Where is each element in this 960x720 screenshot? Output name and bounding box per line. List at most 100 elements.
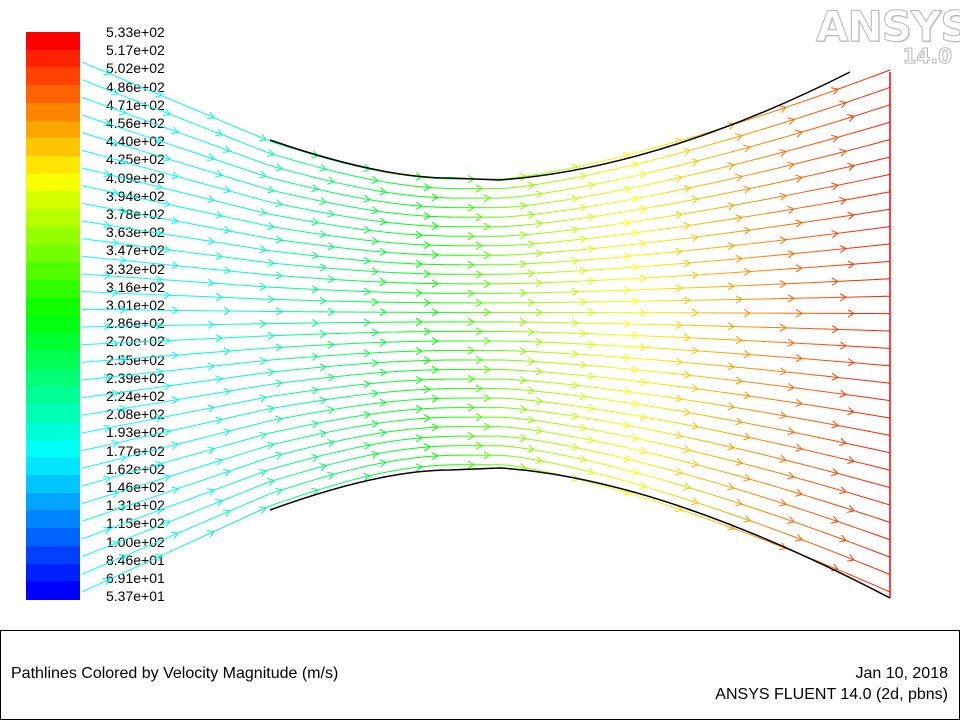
pathline-segment — [657, 383, 665, 386]
pathline-segment — [597, 451, 605, 455]
pathline-arrow — [215, 457, 223, 466]
pathline-segment — [837, 248, 845, 250]
pathline-segment — [135, 436, 143, 440]
pathline-segment — [561, 250, 569, 252]
pathline-segment — [879, 226, 887, 229]
pathline-segment — [327, 462, 335, 466]
pathline-arrow — [579, 203, 587, 213]
pathline-segment — [399, 409, 407, 412]
pathline-segment — [867, 109, 875, 113]
pathline-segment — [81, 185, 89, 188]
pathline-segment — [405, 457, 413, 460]
pathline-segment — [573, 457, 581, 460]
pathline-segment — [93, 239, 101, 242]
pathline-segment — [873, 414, 881, 417]
pathline-segment — [717, 469, 725, 473]
pathline-arrow — [735, 498, 743, 507]
pathline-segment — [603, 420, 611, 423]
graphics-viewport[interactable]: 5.33e+02 5.17e+02 5.02e+02 4.86e+02 4.71e+02… — [0, 0, 960, 630]
pathline-segment — [597, 387, 605, 390]
pathline-segment — [225, 522, 233, 527]
pathline-arrow — [371, 267, 379, 276]
pathline-segment — [549, 412, 557, 414]
pathline-segment — [249, 145, 257, 149]
pathline-segment — [867, 92, 875, 96]
pathline-segment — [615, 433, 623, 436]
pathline-segment — [351, 436, 359, 439]
pathline-segment — [789, 103, 797, 107]
pathline-segment — [93, 428, 101, 432]
pathline-segment — [795, 477, 803, 480]
pathline-segment — [819, 250, 827, 252]
pathline-segment — [801, 221, 809, 224]
pathline-segment — [519, 437, 527, 440]
pathline-segment — [765, 454, 773, 458]
pathline-segment — [819, 124, 827, 128]
pathline-segment — [567, 455, 575, 459]
pathline-segment — [129, 486, 137, 490]
pathline-segment — [177, 515, 185, 519]
pathline-segment — [855, 527, 863, 531]
pathline-segment — [189, 467, 197, 471]
pathline-segment — [627, 152, 635, 156]
pathline-segment — [123, 553, 131, 557]
pathline-segment — [825, 170, 833, 173]
pathline-segment — [861, 579, 869, 583]
pathline-segment — [123, 128, 131, 132]
pathline-segment — [741, 119, 749, 123]
pathline-segment — [699, 490, 707, 494]
colorbar-segment — [26, 262, 80, 281]
pathline-segment — [651, 229, 659, 232]
pathline-segment — [705, 195, 713, 198]
pathline-segment — [285, 451, 293, 454]
pathline-segment — [303, 174, 311, 177]
pathline-segment — [189, 121, 197, 125]
pathline-segment — [231, 376, 239, 378]
pathline-segment — [567, 198, 575, 201]
pathline-segment — [333, 214, 341, 217]
pathline-arrow — [371, 236, 379, 245]
pathline-arrow — [311, 184, 319, 193]
pathline-segment — [603, 474, 611, 478]
pathline-segment — [699, 171, 707, 174]
pathline-segment — [99, 103, 107, 107]
pathline-segment — [597, 225, 605, 228]
pathline-segment — [201, 182, 209, 186]
pathline-segment — [603, 246, 611, 249]
pathline-segment — [117, 572, 125, 576]
pathline-segment — [201, 533, 209, 538]
pathline-segment — [861, 195, 869, 198]
pathline-segment — [723, 524, 731, 528]
pathline-segment — [363, 413, 371, 416]
pathline-segment — [765, 383, 773, 386]
pathline-segment — [621, 210, 629, 213]
pathline-segment — [801, 206, 809, 209]
pathline-segment — [843, 490, 851, 494]
pathline-arrow — [519, 231, 527, 240]
pathline-segment — [345, 194, 353, 198]
velocity-colorbar — [26, 32, 80, 600]
pathline-segment — [549, 241, 557, 243]
pathline-segment — [801, 251, 809, 254]
pathline-segment — [669, 396, 677, 399]
pathline-segment — [267, 213, 275, 216]
pathline-segment — [213, 172, 221, 176]
pathline-segment — [147, 511, 155, 516]
pathline-arrow — [579, 392, 587, 401]
pathline-segment — [117, 424, 125, 427]
pathline-segment — [537, 390, 545, 393]
colorbar-segment — [26, 209, 80, 228]
pathline-segment — [771, 384, 779, 387]
pathline-segment — [849, 181, 857, 184]
pathline-segment — [117, 176, 125, 179]
pathline-segment — [135, 196, 143, 200]
pathline-segment — [627, 164, 635, 167]
pathline-segment — [585, 449, 593, 452]
pathline-segment — [219, 391, 227, 394]
pathline-segment — [561, 178, 569, 181]
pathline-segment — [147, 496, 155, 500]
pathline-segment — [117, 555, 125, 560]
pathline-arrow — [207, 153, 215, 162]
pathline-segment — [741, 380, 749, 383]
pathline-segment — [129, 405, 137, 408]
